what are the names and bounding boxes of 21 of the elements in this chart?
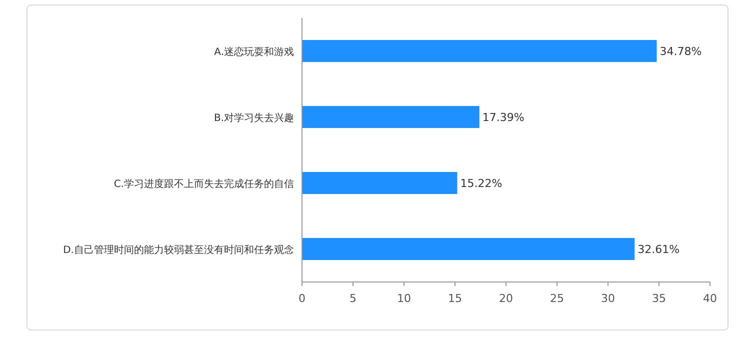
x-tick-label: 25 [550, 292, 564, 305]
x-tick-label: 20 [499, 292, 513, 305]
data-label: 17.39% [482, 111, 524, 124]
bar [302, 238, 635, 260]
bar [302, 40, 657, 62]
data-label: 15.22% [460, 177, 502, 190]
x-tick-label: 0 [298, 292, 306, 305]
x-tick-label: 30 [601, 292, 615, 305]
y-tick-label: A.迷恋玩耍和游戏 [214, 46, 294, 58]
x-tick-label: 10 [397, 292, 411, 305]
x-tick-label: 40 [703, 292, 717, 305]
bar [302, 172, 458, 194]
y-tick-label: C.学习进度跟不上而失去完成任务的自信 [114, 178, 294, 190]
y-tick-label: B.对学习失去兴趣 [214, 112, 294, 124]
data-label: 34.78% [660, 45, 702, 58]
bar [302, 106, 480, 128]
y-tick-label: D.自己管理时间的能力较弱甚至没有时间和任务观念 [63, 244, 294, 256]
x-tick-label: 15 [448, 292, 462, 305]
x-tick-label: 5 [350, 292, 356, 305]
x-tick-label: 35 [652, 292, 666, 305]
data-label: 32.61% [638, 243, 680, 256]
